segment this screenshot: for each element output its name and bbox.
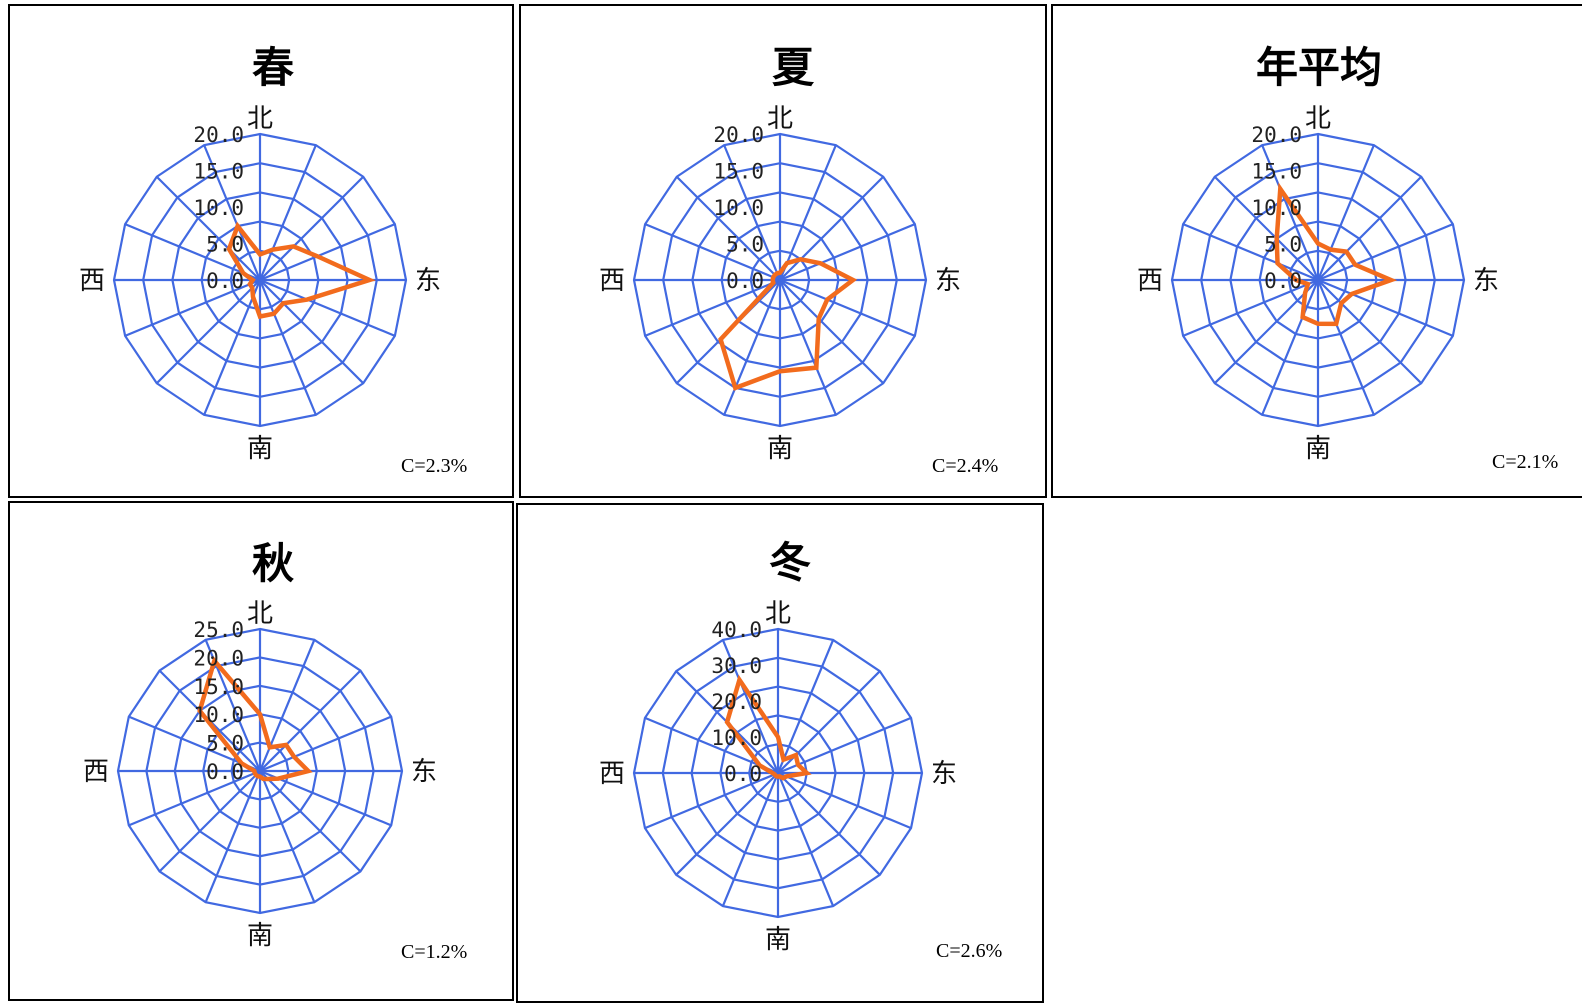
tick-label: 5.0 xyxy=(1264,233,1302,257)
tick-label: 15.0 xyxy=(193,160,244,184)
grid-spoke xyxy=(1318,177,1421,280)
direction-label: 南 xyxy=(767,434,793,464)
tick-label: 15.0 xyxy=(713,160,764,184)
tick-label: 20.0 xyxy=(1251,123,1302,147)
direction-label: 南 xyxy=(247,921,273,951)
grid-spoke xyxy=(260,771,360,871)
direction-label: 北 xyxy=(247,599,273,629)
calm-percentage: C=2.1% xyxy=(1492,452,1558,472)
grid-spoke xyxy=(260,280,363,383)
tick-label: 10.0 xyxy=(711,726,762,750)
tick-label: 0.0 xyxy=(206,760,244,784)
tick-label: 15.0 xyxy=(193,675,244,699)
tick-label: 20.0 xyxy=(711,690,762,714)
grid-spoke xyxy=(780,177,883,280)
grid-spoke xyxy=(260,177,363,280)
direction-label: 北 xyxy=(765,599,791,629)
grid-spoke xyxy=(157,177,260,280)
direction-label: 东 xyxy=(411,757,437,787)
tick-label: 5.0 xyxy=(206,233,244,257)
grid-spoke xyxy=(1318,280,1421,383)
tick-label: 15.0 xyxy=(1251,160,1302,184)
tick-label: 20.0 xyxy=(713,123,764,147)
tick-label: 30.0 xyxy=(711,654,762,678)
tick-label: 0.0 xyxy=(724,762,762,786)
grid-spoke xyxy=(157,280,260,383)
calm-percentage: C=2.3% xyxy=(401,456,467,476)
tick-label: 0.0 xyxy=(1264,269,1302,293)
grid-spoke xyxy=(1215,280,1318,383)
tick-label: 5.0 xyxy=(726,233,764,257)
calm-percentage: C=2.4% xyxy=(932,456,998,476)
grid-spoke xyxy=(1215,177,1318,280)
calm-percentage: C=2.6% xyxy=(936,941,1002,961)
tick-label: 10.0 xyxy=(713,196,764,220)
grid-spoke xyxy=(677,177,780,280)
tick-label: 10.0 xyxy=(193,703,244,727)
tick-label: 10.0 xyxy=(1251,196,1302,220)
direction-label: 北 xyxy=(1305,104,1331,134)
tick-label: 0.0 xyxy=(726,269,764,293)
direction-label: 西 xyxy=(599,759,625,789)
tick-label: 40.0 xyxy=(711,618,762,642)
direction-label: 西 xyxy=(79,266,105,296)
tick-label: 5.0 xyxy=(206,732,244,756)
tick-label: 25.0 xyxy=(193,618,244,642)
tick-label: 0.0 xyxy=(206,269,244,293)
direction-label: 西 xyxy=(83,757,109,787)
calm-percentage: C=1.2% xyxy=(401,942,467,962)
direction-label: 南 xyxy=(1305,434,1331,464)
direction-label: 东 xyxy=(935,266,961,296)
grid-spoke xyxy=(676,773,778,875)
direction-label: 北 xyxy=(247,104,273,134)
direction-label: 南 xyxy=(247,434,273,464)
direction-label: 北 xyxy=(767,104,793,134)
direction-label: 西 xyxy=(1137,266,1163,296)
direction-label: 东 xyxy=(1473,266,1499,296)
direction-label: 东 xyxy=(415,266,441,296)
grid-spoke xyxy=(160,771,260,871)
grid-spoke xyxy=(778,773,880,875)
grid-spoke xyxy=(260,671,360,771)
tick-label: 20.0 xyxy=(193,646,244,670)
direction-label: 东 xyxy=(931,759,957,789)
tick-label: 10.0 xyxy=(193,196,244,220)
tick-label: 20.0 xyxy=(193,123,244,147)
direction-label: 南 xyxy=(765,925,791,955)
direction-label: 西 xyxy=(599,266,625,296)
